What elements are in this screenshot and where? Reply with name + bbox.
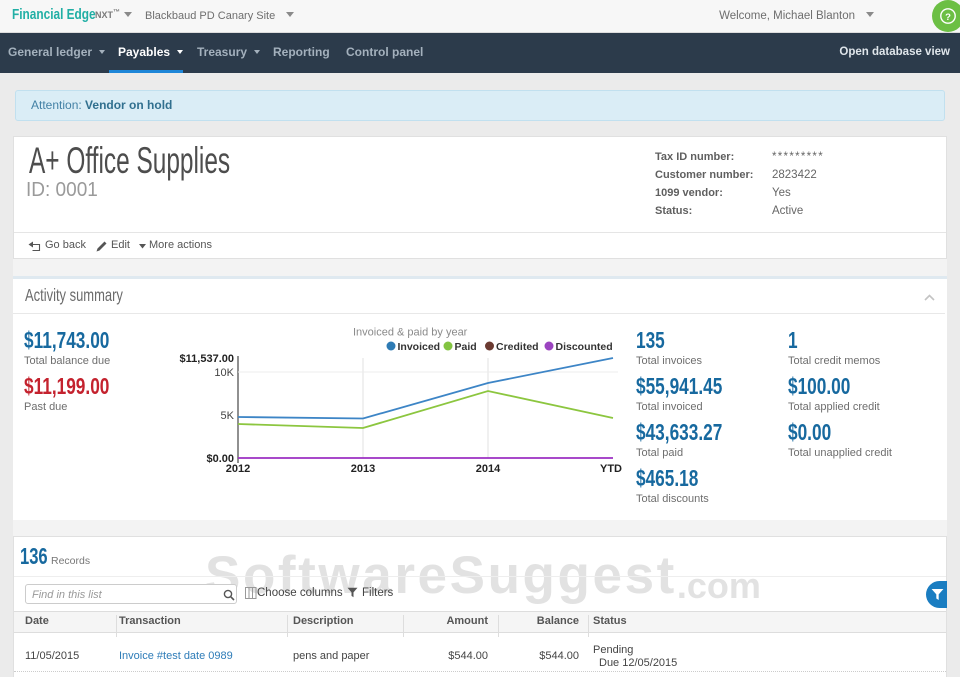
- svg-text:5K: 5K: [221, 410, 235, 422]
- svg-text:Paid: Paid: [455, 341, 477, 353]
- svg-text:$11,537.00: $11,537.00: [180, 353, 234, 365]
- svg-text:Credited: Credited: [496, 341, 539, 353]
- svg-text:2014: 2014: [476, 463, 501, 475]
- svg-text:2013: 2013: [351, 463, 375, 475]
- svg-text:?: ?: [945, 12, 951, 23]
- svg-text:Invoiced: Invoiced: [398, 341, 441, 353]
- svg-text:10K: 10K: [214, 367, 234, 379]
- svg-text:YTD: YTD: [600, 463, 622, 475]
- svg-text:Discounted: Discounted: [556, 341, 613, 353]
- svg-text:Invoiced & paid by year: Invoiced & paid by year: [353, 326, 468, 338]
- svg-text:2012: 2012: [226, 463, 250, 475]
- svg-text:$0.00: $0.00: [206, 453, 234, 465]
